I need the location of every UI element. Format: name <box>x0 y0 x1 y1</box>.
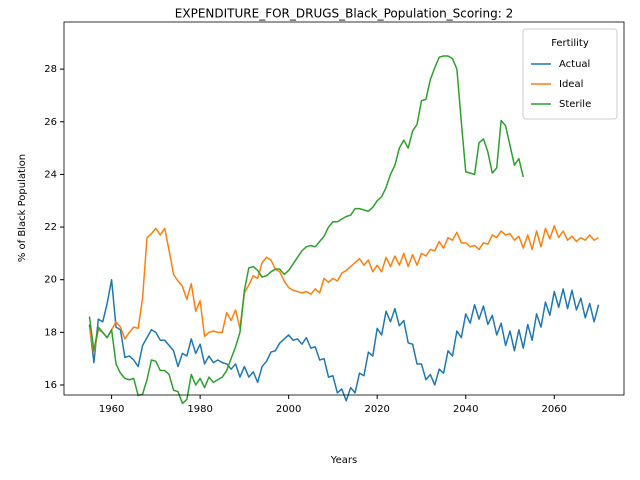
legend-box <box>522 28 618 120</box>
x-tick-label: 2020 <box>364 404 389 415</box>
chart-title: EXPENDITURE_FOR_DRUGS_Black_Population_S… <box>175 7 513 21</box>
y-tick-label: 22 <box>44 222 57 233</box>
y-tick-label: 24 <box>44 169 57 180</box>
legend-label: Ideal <box>559 79 583 90</box>
series-line <box>88 278 600 402</box>
x-tick-label: 2040 <box>453 404 478 415</box>
y-tick-label: 26 <box>44 117 57 128</box>
plot-frame <box>63 21 625 396</box>
legend-label: Actual <box>559 59 590 70</box>
x-axis-label: Years <box>330 455 357 466</box>
x-tick-label: 1980 <box>187 404 212 415</box>
legend-title: Fertility <box>551 38 589 49</box>
y-tick-label: 16 <box>44 380 57 391</box>
series-line <box>88 55 525 405</box>
y-tick-label: 18 <box>44 327 57 338</box>
y-tick-label: 28 <box>44 64 57 75</box>
y-tick-label: 20 <box>44 275 57 286</box>
x-tick-label: 2060 <box>542 404 567 415</box>
x-tick-label: 2000 <box>276 404 301 415</box>
x-tick-label: 1960 <box>99 404 124 415</box>
y-axis-label: % of Black Population <box>17 154 28 262</box>
series-line <box>88 224 599 355</box>
legend-label: Sterile <box>559 99 591 110</box>
